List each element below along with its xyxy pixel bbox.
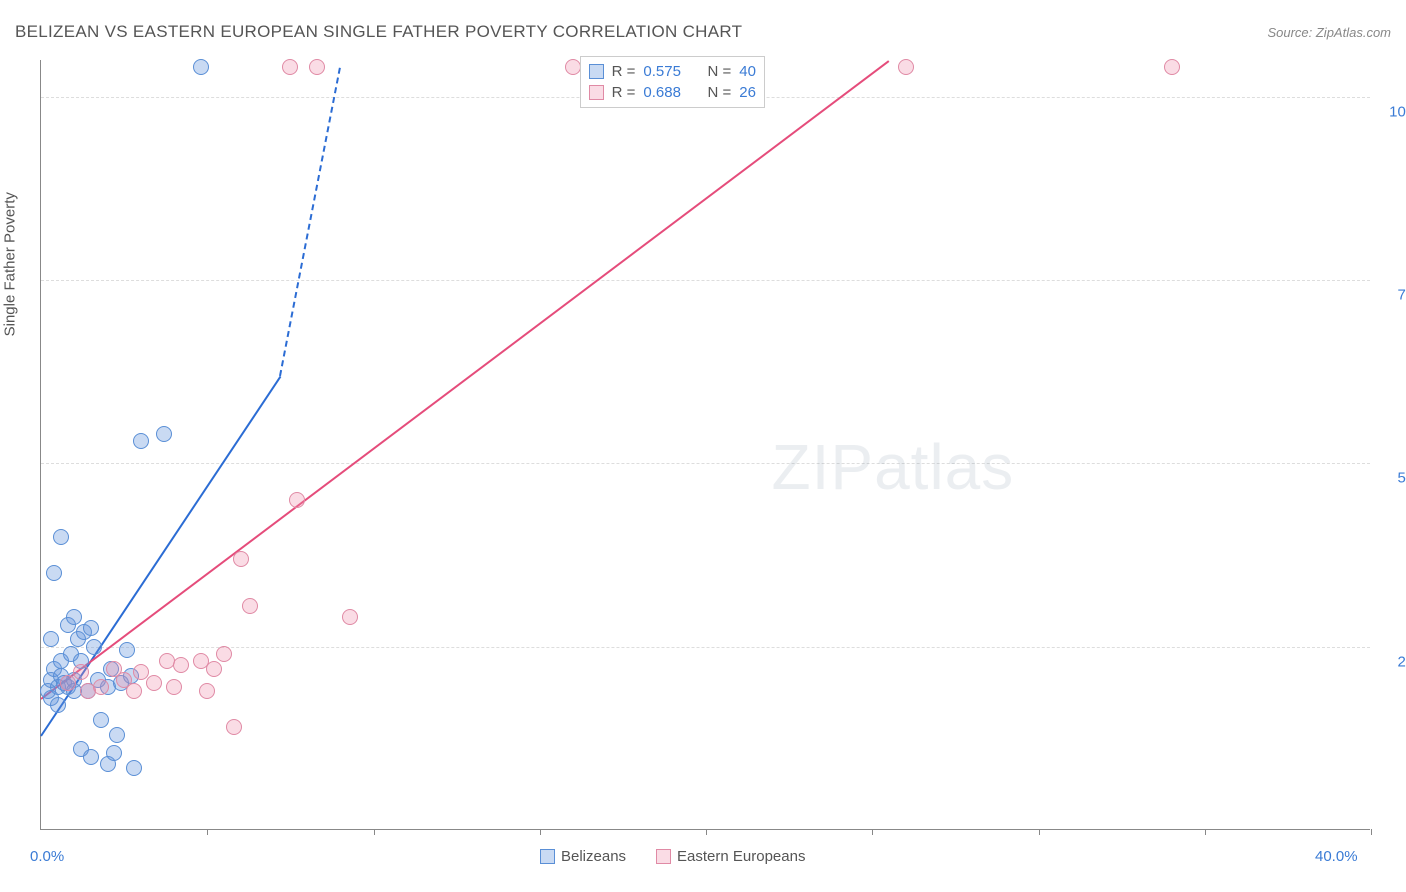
plot-area: 25.0%50.0%75.0%100.0% R = 0.575 N = 40 R… xyxy=(40,60,1370,830)
legend-label: Belizeans xyxy=(561,848,626,865)
data-point-eastern_europeans xyxy=(342,609,358,625)
data-point-belizeans xyxy=(46,565,62,581)
y-tick-label: 50.0% xyxy=(1380,470,1406,487)
source-label: Source: ZipAtlas.com xyxy=(1267,25,1391,40)
data-point-eastern_europeans xyxy=(206,661,222,677)
legend-swatch xyxy=(656,849,671,864)
data-point-eastern_europeans xyxy=(565,59,581,75)
y-tick-label: 25.0% xyxy=(1380,653,1406,670)
legend-item-belizeans: Belizeans xyxy=(540,848,626,865)
legend-bottom: Belizeans Eastern Europeans xyxy=(540,848,805,865)
trend-line xyxy=(40,60,889,700)
data-point-belizeans xyxy=(50,697,66,713)
data-point-eastern_europeans xyxy=(146,675,162,691)
x-tick xyxy=(540,829,541,835)
data-point-belizeans xyxy=(83,749,99,765)
data-point-eastern_europeans xyxy=(60,675,76,691)
legend-item-eastern_europeans: Eastern Europeans xyxy=(656,848,805,865)
data-point-eastern_europeans xyxy=(1164,59,1180,75)
title-bar: BELIZEAN VS EASTERN EUROPEAN SINGLE FATH… xyxy=(15,22,1391,42)
legend-swatch xyxy=(540,849,555,864)
x-tick xyxy=(1371,829,1372,835)
data-point-belizeans xyxy=(109,727,125,743)
y-tick-label: 100.0% xyxy=(1380,103,1406,120)
x-axis-label-right: 40.0% xyxy=(1315,848,1358,865)
legend-swatch xyxy=(589,85,604,100)
data-point-eastern_europeans xyxy=(133,664,149,680)
data-point-eastern_europeans xyxy=(309,59,325,75)
data-point-belizeans xyxy=(93,712,109,728)
data-point-belizeans xyxy=(119,642,135,658)
data-point-eastern_europeans xyxy=(898,59,914,75)
data-point-belizeans xyxy=(53,529,69,545)
data-point-belizeans xyxy=(66,609,82,625)
legend-row-eastern_europeans: R = 0.688 N = 26 xyxy=(589,82,756,103)
data-point-eastern_europeans xyxy=(282,59,298,75)
x-tick xyxy=(374,829,375,835)
y-tick-label: 75.0% xyxy=(1380,287,1406,304)
legend-row-belizeans: R = 0.575 N = 40 xyxy=(589,61,756,82)
y-axis-title: Single Father Poverty xyxy=(2,192,19,336)
data-point-belizeans xyxy=(83,620,99,636)
data-point-eastern_europeans xyxy=(173,657,189,673)
data-point-eastern_europeans xyxy=(199,683,215,699)
data-point-eastern_europeans xyxy=(242,598,258,614)
gridline-horizontal xyxy=(41,647,1370,648)
data-point-eastern_europeans xyxy=(289,492,305,508)
data-point-eastern_europeans xyxy=(216,646,232,662)
x-tick xyxy=(872,829,873,835)
data-point-eastern_europeans xyxy=(93,679,109,695)
data-point-belizeans xyxy=(86,639,102,655)
trend-line-dashed xyxy=(279,68,341,376)
data-point-belizeans xyxy=(156,426,172,442)
gridline-horizontal xyxy=(41,463,1370,464)
data-point-belizeans xyxy=(133,433,149,449)
x-tick xyxy=(207,829,208,835)
legend-label: Eastern Europeans xyxy=(677,848,805,865)
data-point-belizeans xyxy=(126,760,142,776)
data-point-eastern_europeans xyxy=(126,683,142,699)
x-axis-label-left: 0.0% xyxy=(30,848,64,865)
data-point-eastern_europeans xyxy=(166,679,182,695)
gridline-horizontal xyxy=(41,280,1370,281)
x-tick xyxy=(706,829,707,835)
x-tick xyxy=(1039,829,1040,835)
data-point-belizeans xyxy=(193,59,209,75)
legend-swatch xyxy=(589,64,604,79)
data-point-belizeans xyxy=(43,631,59,647)
data-point-eastern_europeans xyxy=(233,551,249,567)
data-point-eastern_europeans xyxy=(226,719,242,735)
legend-correlation: R = 0.575 N = 40 R = 0.688 N = 26 xyxy=(580,56,765,108)
chart-title: BELIZEAN VS EASTERN EUROPEAN SINGLE FATH… xyxy=(15,22,742,42)
data-point-belizeans xyxy=(106,745,122,761)
x-tick xyxy=(1205,829,1206,835)
data-point-eastern_europeans xyxy=(73,664,89,680)
